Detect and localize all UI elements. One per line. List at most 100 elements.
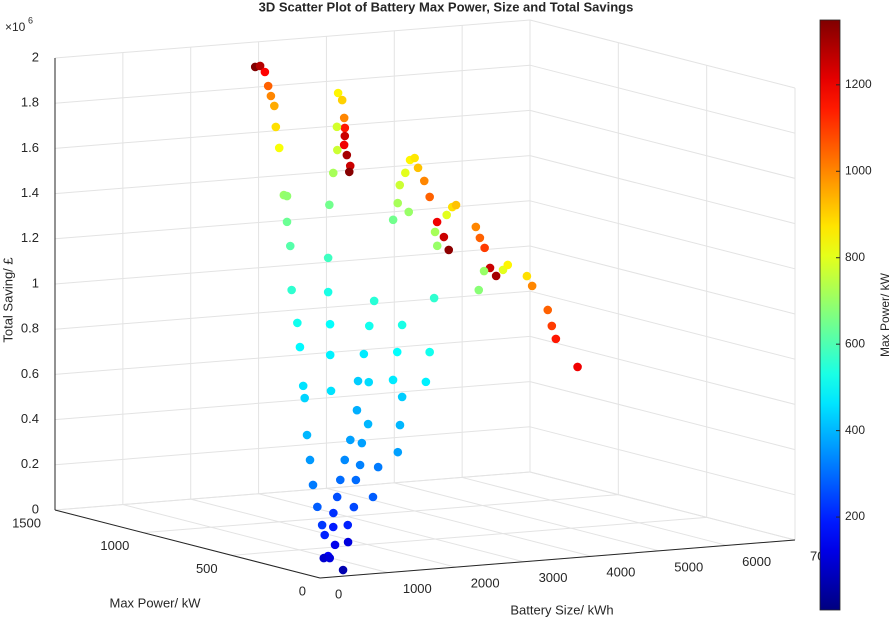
x-tick-label: 1000: [403, 581, 432, 596]
point: [351, 475, 361, 485]
point: [369, 296, 379, 306]
point: [439, 232, 449, 242]
point: [363, 419, 373, 429]
z-tick-label: 0.4: [21, 411, 39, 426]
wall-grid-line: [54, 381, 531, 421]
point: [313, 502, 322, 512]
colorbar-tick-label: 1200: [845, 77, 872, 91]
point: [326, 386, 336, 396]
point: [401, 168, 410, 178]
point: [271, 122, 281, 132]
z-tick-label: 1.8: [21, 95, 39, 110]
z-tick-label: 1.4: [21, 185, 39, 200]
point: [413, 163, 423, 173]
wall-grid-line: [54, 155, 531, 195]
point: [543, 305, 553, 315]
floor-grid-line: [462, 476, 728, 546]
point: [359, 349, 369, 359]
z-tick-label: 2: [32, 49, 39, 64]
point: [282, 191, 292, 201]
point: [432, 241, 442, 251]
point: [300, 393, 309, 403]
wall-grid-line: [529, 290, 796, 360]
point: [547, 321, 557, 331]
point: [325, 319, 335, 329]
floor-grid-line: [122, 504, 388, 574]
z-tick-label: 0.2: [21, 456, 39, 471]
point: [343, 537, 353, 547]
point: [388, 215, 398, 225]
colorbar: [819, 19, 841, 611]
x-tick-label: 2000: [471, 576, 500, 591]
point: [527, 281, 537, 291]
z-tick-label: 0.8: [21, 321, 39, 336]
y-axis-label: Max Power/ kW: [109, 595, 201, 610]
y-tick-label: 500: [196, 561, 218, 576]
y-axis-line: [54, 509, 321, 579]
wall-grid-line: [529, 471, 796, 541]
point: [282, 217, 292, 227]
point: [339, 140, 349, 150]
point: [393, 447, 403, 457]
x-axis-label: Battery Size/ kWh: [510, 602, 613, 617]
point: [392, 347, 402, 357]
point: [480, 243, 489, 253]
point: [329, 508, 338, 518]
point: [263, 81, 273, 91]
point: [395, 180, 405, 190]
point: [328, 522, 338, 532]
point: [474, 285, 484, 295]
point: [295, 342, 305, 352]
point: [432, 217, 442, 227]
point: [442, 210, 452, 220]
point: [410, 153, 419, 163]
x-tick-label: 0: [335, 586, 342, 601]
point: [491, 271, 501, 281]
x-tick-label: 3000: [539, 570, 568, 585]
point: [305, 455, 315, 465]
z-multiplier-power: 6: [28, 15, 33, 25]
point: [419, 176, 429, 186]
point: [475, 233, 485, 243]
point: [397, 320, 407, 330]
z-tick-label: 1.2: [21, 230, 39, 245]
point: [364, 377, 374, 387]
wall-grid-line: [529, 245, 796, 315]
wall-grid-line: [529, 109, 796, 179]
point: [373, 462, 383, 472]
wall-grid-line: [529, 19, 796, 89]
wall-grid-line: [529, 426, 796, 496]
x-tick-label: 6000: [742, 554, 771, 569]
wall-grid-line: [54, 471, 531, 511]
floor-grid-line: [258, 493, 524, 563]
colorbar-tick-label: 1000: [845, 163, 872, 177]
x-tick-label: 5000: [674, 559, 703, 574]
point: [298, 381, 308, 391]
chart-title: 3D Scatter Plot of Battery Max Power, Si…: [259, 0, 634, 14]
floor-grid-line: [394, 482, 660, 552]
point: [573, 362, 582, 372]
point: [430, 227, 440, 237]
point: [293, 318, 302, 328]
point: [339, 113, 349, 123]
wall-grid-line: [529, 381, 796, 451]
x-tick-label: 4000: [606, 565, 635, 580]
wall-grid-line: [529, 200, 796, 270]
point: [328, 168, 338, 178]
point: [388, 375, 398, 385]
point: [325, 350, 335, 360]
colorbar-tick-label: 800: [845, 250, 865, 264]
point: [335, 475, 345, 485]
point: [340, 455, 350, 465]
y-tick-label: 0: [299, 583, 306, 598]
point: [332, 492, 342, 502]
z-multiplier: ×10: [5, 20, 26, 34]
point: [425, 192, 434, 202]
point: [332, 122, 342, 132]
point: [285, 241, 295, 251]
point: [333, 88, 343, 98]
point: [337, 95, 347, 105]
point: [260, 67, 270, 77]
wall-grid-line: [54, 426, 531, 466]
